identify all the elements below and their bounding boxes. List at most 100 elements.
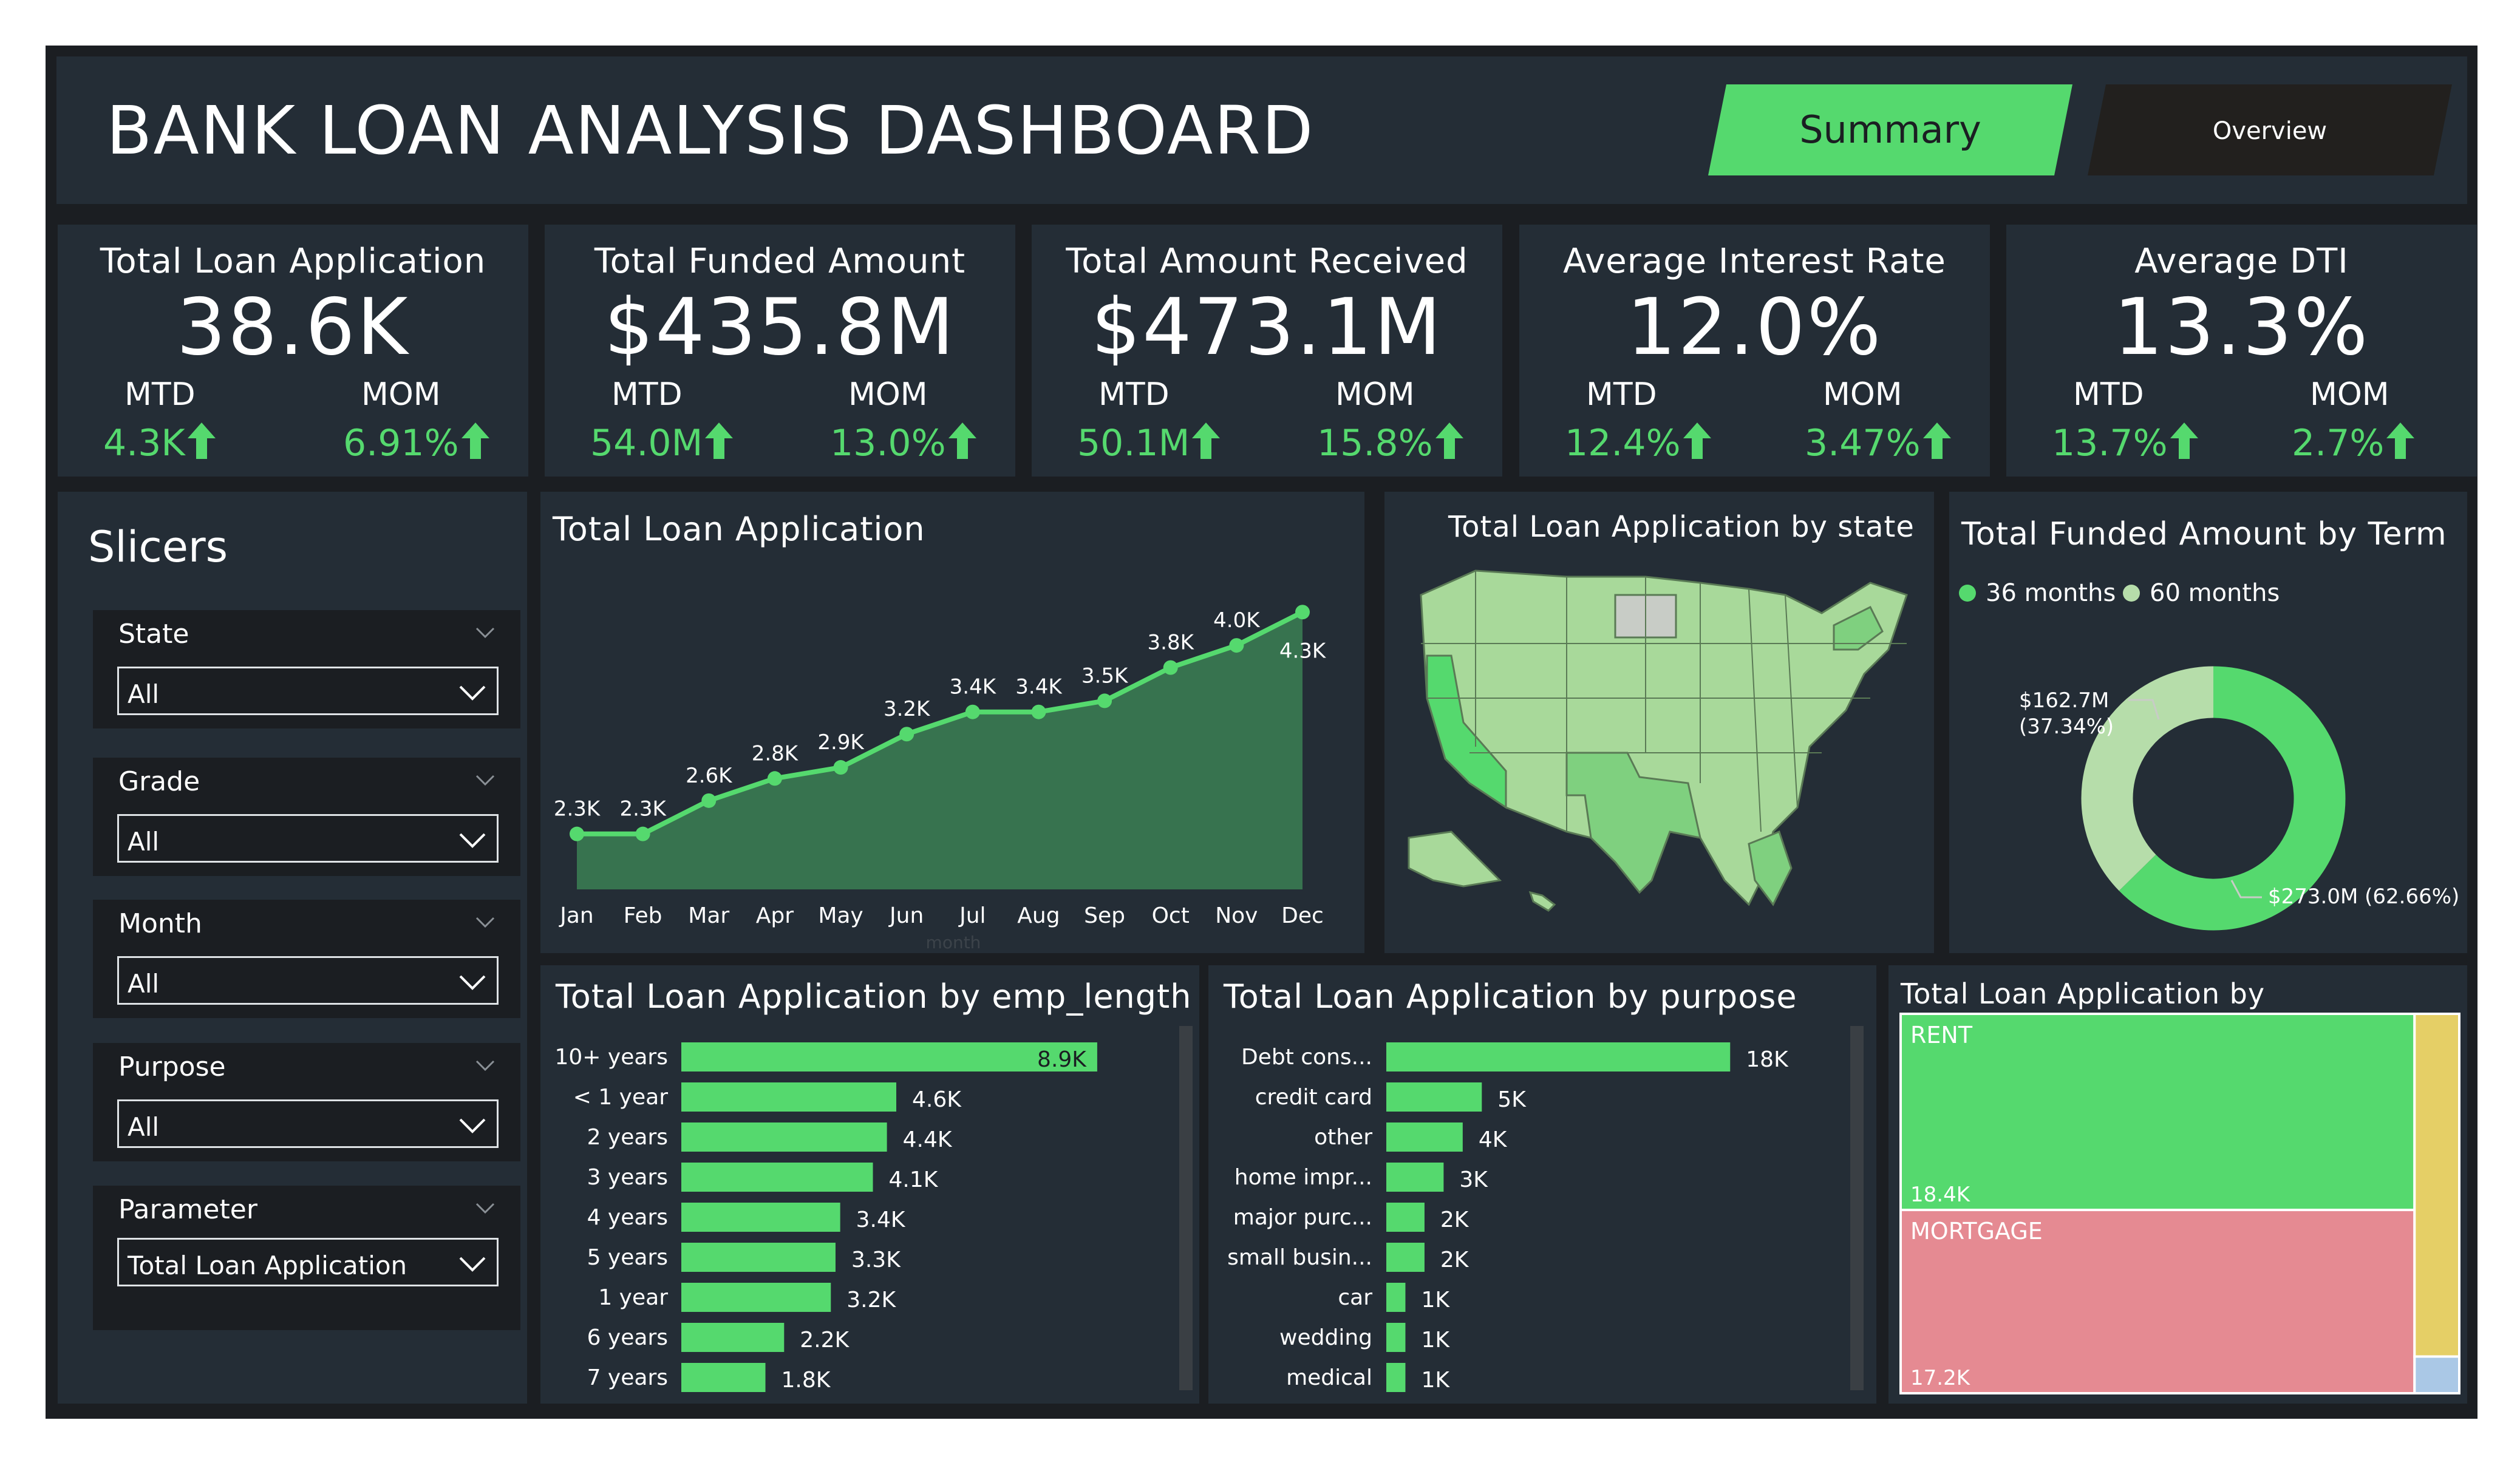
- tab-overview[interactable]: Overview: [2088, 84, 2452, 182]
- category-label: Debt cons...: [1241, 1045, 1372, 1070]
- chevron-down-icon[interactable]: [458, 681, 487, 705]
- data-point[interactable]: [635, 826, 650, 841]
- bar[interactable]: [1386, 1082, 1482, 1112]
- data-label: 1K: [1421, 1328, 1450, 1353]
- bar[interactable]: [681, 1082, 896, 1112]
- donut-slice[interactable]: [2119, 666, 2346, 931]
- donut-label: $162.7M: [2019, 688, 2109, 713]
- slicer-grade[interactable]: Grade All: [93, 758, 520, 876]
- bar[interactable]: [1386, 1203, 1425, 1232]
- kpi-mtd-label: MTD: [2073, 376, 2144, 413]
- bar[interactable]: [1386, 1363, 1406, 1392]
- data-label: 3.2K: [884, 697, 931, 721]
- chevron-down-icon[interactable]: [474, 1197, 496, 1218]
- data-point[interactable]: [833, 760, 848, 775]
- emp-length-scrollbar[interactable]: [1179, 1026, 1193, 1390]
- arrow-up-icon: [1683, 423, 1711, 459]
- bar[interactable]: [1386, 1323, 1406, 1352]
- data-point[interactable]: [767, 771, 782, 786]
- chevron-down-icon[interactable]: [474, 621, 496, 643]
- slicer-purpose[interactable]: Purpose All: [93, 1043, 520, 1161]
- bar[interactable]: [1386, 1283, 1406, 1312]
- purpose-title: Total Loan Application by purpose: [1224, 977, 1797, 1016]
- legend-label[interactable]: 60 months: [2150, 579, 2280, 607]
- x-tick-label: May: [818, 903, 863, 928]
- data-label: 18K: [1746, 1047, 1789, 1072]
- category-label: major purc...: [1233, 1205, 1372, 1230]
- data-point[interactable]: [965, 704, 980, 719]
- bar[interactable]: [681, 1042, 1097, 1072]
- chevron-down-icon[interactable]: [474, 911, 496, 932]
- chevron-down-icon[interactable]: [474, 769, 496, 790]
- data-label: 3.4K: [1015, 675, 1063, 699]
- slicer-state[interactable]: State All: [93, 610, 520, 728]
- slicer-dropdown[interactable]: All: [117, 1099, 499, 1148]
- bar[interactable]: [681, 1283, 831, 1312]
- bar[interactable]: [681, 1323, 785, 1352]
- chevron-down-icon[interactable]: [458, 828, 487, 852]
- bar[interactable]: [681, 1163, 873, 1192]
- emp-length-title: Total Loan Application by emp_length: [556, 977, 1192, 1016]
- data-point[interactable]: [701, 793, 717, 808]
- kpi-mom-label: MOM: [1823, 376, 1902, 413]
- data-label: 4.3K: [1279, 639, 1327, 663]
- slicer-dropdown[interactable]: All: [117, 667, 499, 715]
- slicer-dropdown[interactable]: Total Loan Application: [117, 1238, 499, 1286]
- monthly-chart-title: Total Loan Application: [553, 510, 925, 548]
- chevron-down-icon[interactable]: [458, 1113, 487, 1138]
- data-label: 2.9K: [817, 730, 865, 755]
- kpi-value: $473.1M: [1091, 282, 1443, 373]
- bar[interactable]: [1386, 1122, 1463, 1152]
- data-label: 3.3K: [851, 1248, 901, 1272]
- bar[interactable]: [681, 1203, 840, 1232]
- data-point[interactable]: [1097, 693, 1112, 708]
- donut-label: (37.34%): [2019, 715, 2114, 739]
- data-point[interactable]: [570, 826, 584, 841]
- x-tick-label: Oct: [1152, 903, 1190, 928]
- category-label: home impr...: [1234, 1165, 1372, 1190]
- kpi-value: 12.0%: [1626, 282, 1883, 373]
- treemap-tile[interactable]: [2413, 1355, 2461, 1394]
- data-point[interactable]: [1031, 704, 1046, 719]
- slicer-value: All: [128, 1112, 160, 1142]
- legend-label[interactable]: 36 months: [1986, 579, 2116, 607]
- state-map-panel: Total Loan Application by state: [1384, 492, 1934, 953]
- bar[interactable]: [1386, 1243, 1425, 1272]
- data-point[interactable]: [899, 727, 914, 742]
- bar[interactable]: [1386, 1163, 1444, 1192]
- category-label: 5 years: [587, 1245, 668, 1270]
- emp-length-panel: Total Loan Application by emp_length 10+…: [540, 965, 1199, 1404]
- treemap-tile[interactable]: [2413, 1013, 2461, 1358]
- data-point[interactable]: [1229, 638, 1244, 653]
- bar[interactable]: [681, 1243, 836, 1272]
- kpi-card: Average DTI 13.3% MTD MOM 13.7% 2.7%: [2006, 225, 2477, 477]
- treemap-tile[interactable]: [1899, 1013, 2416, 1212]
- bar[interactable]: [681, 1363, 766, 1392]
- chevron-down-icon[interactable]: [474, 1054, 496, 1076]
- tab-summary[interactable]: Summary: [1708, 84, 2072, 182]
- purpose-scrollbar[interactable]: [1850, 1026, 1864, 1390]
- data-point[interactable]: [1295, 605, 1310, 620]
- slicer-parameter[interactable]: Parameter Total Loan Application: [93, 1186, 520, 1330]
- header-panel: BANK LOAN ANALYSIS DASHBOARD Summary Ove…: [56, 56, 2467, 204]
- data-label: 1K: [1421, 1368, 1450, 1393]
- arrow-up-icon: [1192, 423, 1221, 459]
- donut-slice[interactable]: [2081, 666, 2214, 891]
- chevron-down-icon[interactable]: [458, 1252, 487, 1276]
- category-label: car: [1338, 1285, 1372, 1310]
- kpi-mtd-text: 13.7%: [2052, 422, 2168, 464]
- category-label: < 1 year: [573, 1085, 668, 1110]
- data-label: 2.8K: [752, 741, 799, 766]
- chevron-down-icon[interactable]: [458, 970, 487, 994]
- slicer-dropdown[interactable]: All: [117, 956, 499, 1005]
- purpose-panel: Total Loan Application by purpose Debt c…: [1208, 965, 1876, 1404]
- kpi-mtd-text: 50.1M: [1077, 422, 1190, 464]
- slicer-dropdown[interactable]: All: [117, 814, 499, 863]
- bar[interactable]: [681, 1122, 887, 1152]
- map-hawaii: [1528, 891, 1556, 912]
- bar[interactable]: [1386, 1042, 1731, 1072]
- data-point[interactable]: [1163, 660, 1178, 675]
- us-map[interactable]: [1384, 492, 1934, 953]
- slicer-month[interactable]: Month All: [93, 900, 520, 1018]
- kpi-mtd-value: 12.4%: [1565, 422, 1711, 464]
